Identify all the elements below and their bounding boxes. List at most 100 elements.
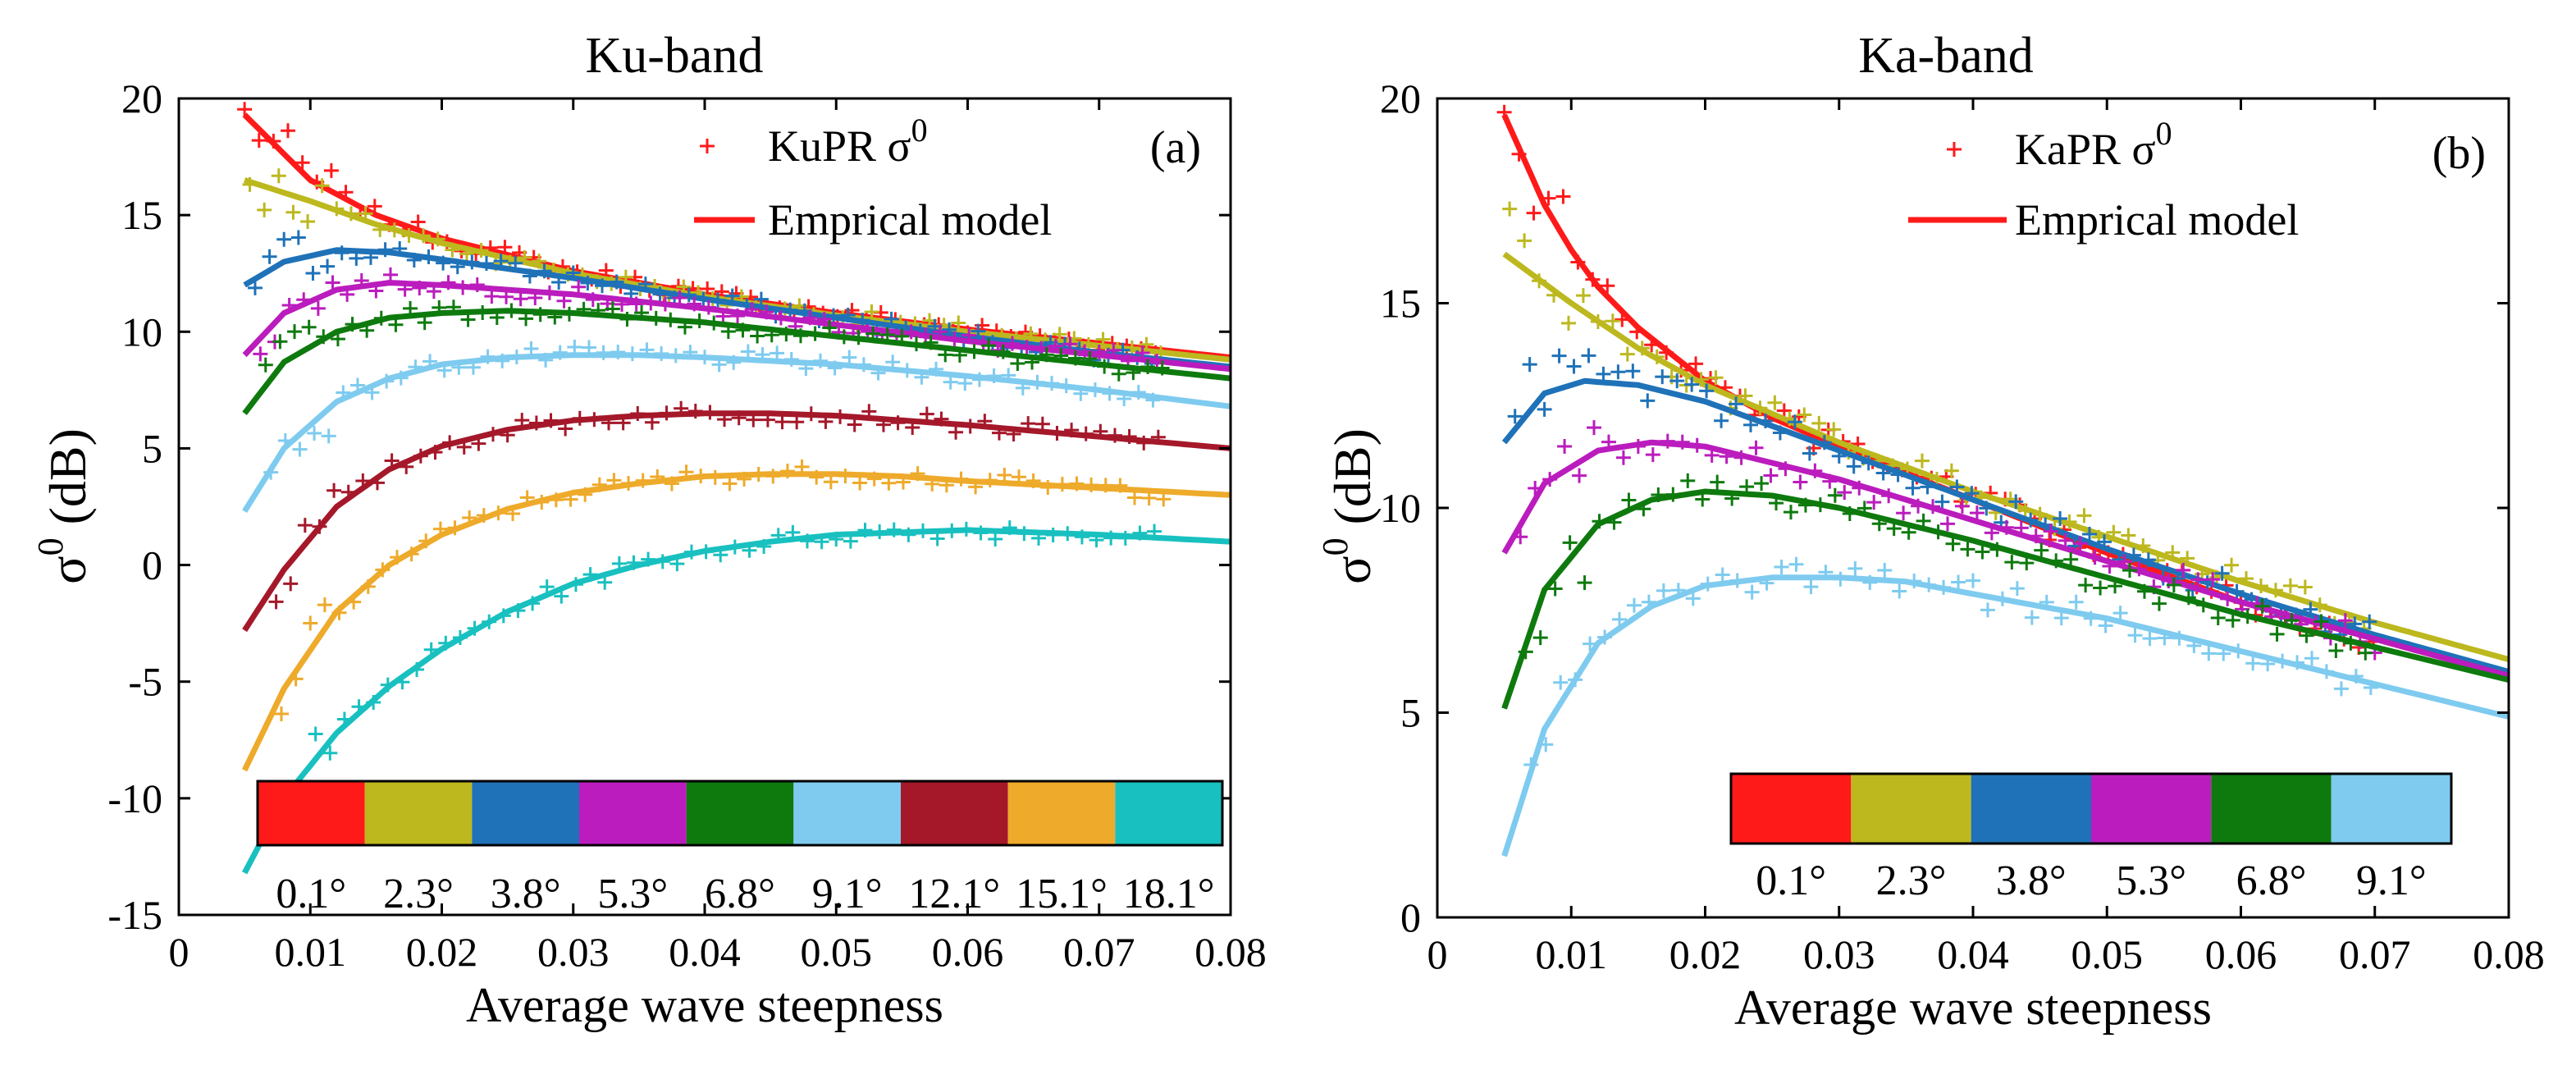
legend-scatter-label: KuPR σ0 bbox=[768, 112, 928, 171]
colorbar-swatch bbox=[901, 781, 1008, 845]
colorbar-label: 3.8° bbox=[491, 871, 561, 917]
legend-line-label: Emprical model bbox=[2015, 195, 2299, 245]
scatter-point bbox=[1744, 584, 1760, 600]
scatter-point bbox=[864, 304, 879, 319]
scatter-point bbox=[1537, 401, 1552, 417]
scatter-point bbox=[539, 579, 555, 595]
colorbar-label: 0.1° bbox=[1756, 857, 1826, 904]
scatter-point bbox=[1507, 409, 1523, 424]
scatter-point bbox=[2214, 565, 2230, 581]
x-tick-label: 0.08 bbox=[2473, 931, 2545, 977]
scatter-point bbox=[1748, 440, 1764, 455]
scatter-point bbox=[307, 425, 322, 441]
scatter-point bbox=[1811, 415, 1827, 431]
scatter-point bbox=[1969, 505, 1985, 521]
scatter-point bbox=[750, 328, 765, 344]
colorbar-swatch bbox=[1971, 774, 2091, 844]
colorbar-swatch bbox=[472, 781, 579, 845]
model-curve-6.8° bbox=[1501, 488, 2510, 710]
scatter-point bbox=[2328, 643, 2344, 659]
scatter-point bbox=[2072, 536, 2088, 551]
scatter-point bbox=[1877, 563, 1893, 578]
scatter-point bbox=[1572, 468, 1587, 483]
scatter-point bbox=[2121, 528, 2136, 543]
scatter-point bbox=[2210, 610, 2226, 625]
y-tick-label: 10 bbox=[1380, 485, 1421, 531]
scatter-point bbox=[1939, 516, 1955, 532]
scatter-point bbox=[1714, 413, 1729, 428]
scatter-point bbox=[571, 279, 587, 295]
scatter-point bbox=[2004, 555, 2020, 570]
colorbar-swatch bbox=[2331, 774, 2451, 844]
colorbar-label: 6.8° bbox=[705, 871, 775, 917]
scatter-point bbox=[988, 531, 1003, 546]
colorbar-label: 12.1° bbox=[908, 871, 1000, 917]
scatter-point bbox=[268, 594, 284, 610]
scatter-point bbox=[1547, 581, 1563, 597]
colorbar-label: 5.3° bbox=[2116, 857, 2186, 904]
scatter-point bbox=[292, 441, 308, 457]
scatter-point bbox=[323, 162, 339, 178]
y-tick-label: 10 bbox=[121, 309, 162, 354]
model-curve-3.8° bbox=[1501, 377, 2510, 674]
scatter-point bbox=[1975, 544, 1990, 560]
scatter-point bbox=[1596, 366, 1611, 382]
series-3.8° bbox=[1501, 348, 2510, 674]
model-curve-9.1° bbox=[1501, 574, 2510, 857]
legend-line-label: Emprical model bbox=[768, 195, 1052, 245]
scatter-point bbox=[1517, 233, 1532, 249]
scatter-point bbox=[2112, 606, 2128, 621]
colorbar-label: 6.8° bbox=[2236, 857, 2307, 904]
x-tick-label: 0.05 bbox=[2071, 931, 2144, 977]
scatter-point bbox=[1797, 407, 1812, 423]
legend-scatter-marker bbox=[700, 139, 715, 153]
scatter-point bbox=[1566, 359, 1582, 374]
chart-ka-band: Ka-band 0 0.01 0.02 0.03 0.04 0.05 0.06 0.07 0.0… bbox=[1315, 28, 2545, 1035]
y-tick-label: 20 bbox=[1380, 75, 1421, 121]
x-axis-label: Average wave steepness bbox=[1734, 981, 2212, 1035]
scatter-point bbox=[1826, 422, 1842, 437]
scatter-point bbox=[513, 291, 528, 307]
scatter-point bbox=[1827, 487, 1843, 503]
scatter-point bbox=[842, 350, 857, 365]
scatter-point bbox=[1848, 560, 1863, 576]
scatter-point bbox=[1763, 468, 1779, 483]
scatter-point bbox=[1914, 453, 1930, 469]
scatter-point bbox=[1960, 542, 1975, 557]
scatter-point bbox=[919, 406, 934, 422]
series-9.1° bbox=[242, 340, 1231, 514]
x-tick-label: 0.05 bbox=[801, 929, 873, 975]
model-curve-18.1° bbox=[242, 527, 1231, 875]
y-tick-label: 15 bbox=[121, 192, 162, 238]
colorbar-swatch bbox=[2211, 774, 2332, 844]
scatter-point bbox=[1892, 583, 1907, 599]
model-curve-15.1° bbox=[241, 471, 1231, 772]
scatter-point bbox=[2082, 526, 2098, 542]
colorbar-swatch bbox=[1007, 781, 1116, 845]
y-tick-label: 20 bbox=[121, 75, 162, 121]
scatter-point bbox=[1562, 535, 1578, 551]
scatter-point bbox=[1619, 346, 1635, 362]
scatter-point bbox=[1577, 575, 1592, 591]
scatter-point bbox=[997, 468, 1012, 483]
x-tick-label: 0.02 bbox=[406, 929, 478, 975]
colorbar-swatch bbox=[364, 781, 473, 845]
scatter-point bbox=[1684, 377, 1700, 392]
colorbar-frame bbox=[256, 780, 1224, 847]
y-tick-label: 0 bbox=[1400, 894, 1421, 940]
scatter-point bbox=[2190, 572, 2206, 588]
scatter-point bbox=[287, 324, 303, 340]
panel-label: (b) bbox=[2432, 128, 2486, 179]
scatter-point bbox=[2076, 508, 2092, 524]
scatter-point bbox=[523, 341, 539, 356]
model-curve-5.3° bbox=[1501, 439, 2510, 679]
scatter-point bbox=[1522, 357, 1537, 373]
scatter-point bbox=[310, 300, 326, 316]
scatter-point bbox=[2078, 578, 2094, 593]
scatter-point bbox=[2304, 651, 2320, 666]
series-15.1° bbox=[241, 459, 1231, 772]
scatter-point bbox=[1587, 420, 1601, 436]
x-tick-label: 0.01 bbox=[275, 929, 347, 975]
scatter-point bbox=[1788, 556, 1804, 572]
scatter-point bbox=[2313, 614, 2329, 629]
